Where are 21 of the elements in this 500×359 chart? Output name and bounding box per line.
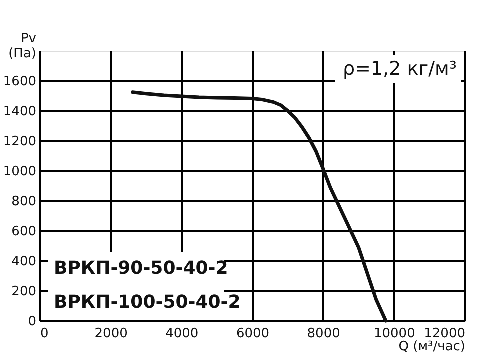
annotation: ВРКП-100-50-40-2 <box>54 292 241 313</box>
y-tick-label: 800 <box>12 194 36 210</box>
x-tick-label: 6000 <box>236 326 270 342</box>
x-tick-label: 8000 <box>307 326 340 342</box>
annotation: ρ=1,2 кг/м³ <box>342 58 457 80</box>
x-tick-label: 4000 <box>166 326 199 342</box>
y-tick-label: 600 <box>12 224 36 240</box>
y-tick-label: 1400 <box>3 104 36 120</box>
x-tick-label: 2000 <box>94 326 128 342</box>
annotation: ВРКП-90-50-40-2 <box>54 258 228 279</box>
y-tick-label: 1000 <box>3 164 36 180</box>
x-tick-label: 12000 <box>424 326 466 342</box>
y-axis-title: Pv (Па) <box>8 32 37 62</box>
y-tick-label: 200 <box>12 284 36 300</box>
y-tick-label: 1200 <box>3 134 36 150</box>
y-tick-label: 1600 <box>3 74 36 90</box>
y-tick-label: 400 <box>12 254 36 270</box>
x-axis-title: Q (м³/час) <box>398 340 466 354</box>
y-tick-label: 0 <box>28 314 36 330</box>
x-tick-label: 0 <box>40 326 49 342</box>
x-tick-label: 10000 <box>374 326 416 342</box>
